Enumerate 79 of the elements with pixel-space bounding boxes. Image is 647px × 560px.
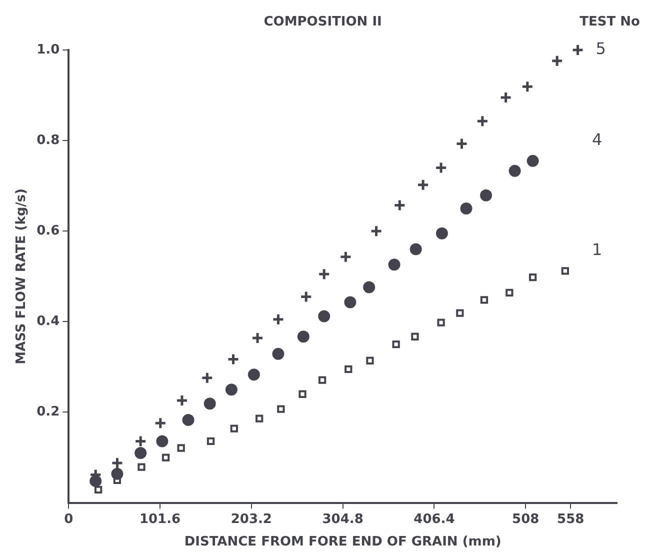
point [476, 114, 489, 128]
y-tick-label: 0.2 [36, 404, 60, 420]
point [393, 199, 406, 212]
point [176, 394, 188, 407]
point [434, 161, 448, 174]
point [227, 353, 240, 366]
point [366, 356, 374, 364]
point [363, 281, 376, 294]
point [456, 309, 464, 317]
point [272, 348, 284, 360]
point [506, 288, 514, 297]
x-tick-label: 508 [512, 512, 540, 527]
point [204, 398, 216, 410]
point [526, 154, 539, 167]
point [344, 365, 352, 374]
point [437, 318, 445, 326]
point [156, 435, 168, 448]
point [318, 310, 330, 322]
y-tick-label: 0.8 [36, 132, 60, 148]
point [182, 414, 194, 426]
point [411, 332, 419, 340]
point [344, 296, 356, 308]
point [318, 376, 326, 384]
point [138, 463, 146, 471]
point [388, 258, 400, 271]
y-tick-label: 1.0 [36, 42, 60, 58]
point [572, 44, 584, 56]
x-tick-label: 203.2 [230, 512, 272, 527]
point [111, 468, 124, 480]
point [154, 416, 167, 430]
point [550, 54, 564, 68]
point [339, 250, 352, 264]
point [162, 454, 170, 462]
point [251, 332, 264, 344]
point [528, 273, 537, 282]
point [370, 224, 383, 238]
y-tick-label: 0.4 [36, 314, 60, 330]
x-tick-label: 304.8 [322, 512, 364, 527]
point [480, 296, 488, 304]
point [200, 372, 214, 384]
point [318, 268, 330, 280]
point [297, 330, 310, 343]
point [277, 405, 285, 413]
point [298, 390, 306, 398]
point [460, 202, 472, 214]
point [225, 384, 238, 396]
point [500, 91, 512, 104]
x-tick-label: 558 [557, 512, 584, 527]
series-label: 5 [596, 39, 606, 58]
point [206, 437, 215, 446]
point [561, 267, 570, 275]
point [521, 80, 534, 93]
chart-title: COMPOSITION II [264, 14, 382, 30]
point [300, 290, 312, 304]
point [256, 414, 264, 422]
point [410, 243, 422, 256]
point [248, 368, 260, 381]
x-tick-label: 0 [64, 512, 74, 527]
x-axis-title: DISTANCE FROM FORE END OF GRAIN (mm) [184, 534, 502, 550]
y-tick-label: 0.6 [36, 223, 60, 238]
legend-title: TEST No [580, 14, 640, 30]
point [272, 313, 284, 326]
point [480, 189, 492, 202]
point [508, 164, 521, 177]
point [392, 340, 400, 348]
point [416, 178, 430, 192]
x-tick-label: 101.6 [139, 512, 181, 527]
point [455, 137, 468, 150]
point [134, 434, 147, 448]
point [110, 456, 124, 470]
point [94, 486, 102, 494]
point [134, 446, 147, 459]
x-tick-label: 406.4 [414, 512, 455, 527]
y-axis-title: MASS FLOW RATE (kg/s) [14, 188, 30, 364]
point [230, 424, 238, 432]
series-label: 1 [592, 240, 602, 260]
point [436, 227, 448, 240]
point [177, 444, 185, 452]
text: 4 [592, 130, 602, 150]
